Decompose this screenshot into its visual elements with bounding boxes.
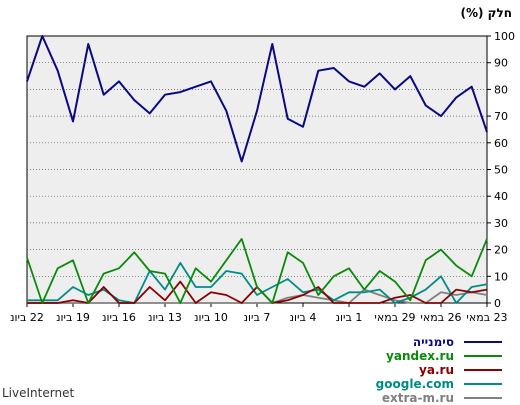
- x-tick-label: 29 במאי: [374, 311, 415, 324]
- y-tick-label: 90: [494, 57, 508, 70]
- legend-item: yandex.ru: [206, 349, 506, 363]
- legend-item: סימנייה: [206, 335, 506, 349]
- y-axis-title: חלק (%): [460, 6, 512, 20]
- y-tick-label: 100: [494, 30, 515, 43]
- x-tick-label: 10 ביונ: [194, 311, 228, 324]
- x-tick-label: 16 ביונ: [102, 311, 136, 324]
- series-line-4: [27, 288, 488, 304]
- legend-label: סימנייה: [412, 335, 454, 349]
- x-tick-label: 26 במאי: [420, 311, 461, 324]
- legend-label: yandex.ru: [386, 349, 454, 363]
- x-tick-label: 13 ביונ: [148, 311, 182, 324]
- x-tick-label: 22 ביונ: [10, 311, 44, 324]
- legend-label: extra-m.ru: [381, 391, 454, 405]
- x-tick-label: 1 ביונ: [336, 311, 363, 324]
- legend: סימנייה yandex.ru ya.ru google.com extra-m.r…: [206, 335, 506, 405]
- y-tick-label: 80: [494, 83, 508, 96]
- y-tick-label: 10: [494, 270, 508, 283]
- legend-item: google.com: [206, 377, 506, 391]
- x-tick-label: 19 ביונ: [56, 311, 90, 324]
- x-tick-label: 4 ביונ: [290, 311, 317, 324]
- legend-item: ya.ru: [206, 363, 506, 377]
- legend-item: extra-m.ru: [206, 391, 506, 405]
- series-line-0: [26, 35, 488, 163]
- legend-swatch: [464, 397, 502, 399]
- y-tick-label: 50: [494, 164, 508, 177]
- legend-swatch: [464, 355, 502, 357]
- legend-swatch: [464, 341, 502, 343]
- legend-swatch: [464, 383, 502, 385]
- y-tick-label: 30: [494, 217, 508, 230]
- x-tick-label: 7 ביונ: [244, 311, 271, 324]
- plot-area: [26, 35, 488, 304]
- legend-label: ya.ru: [419, 363, 454, 377]
- y-tick-label: 0: [494, 297, 501, 310]
- series-line-3: [27, 261, 488, 304]
- legend-swatch: [464, 369, 502, 371]
- y-tick-label: 20: [494, 244, 508, 257]
- y-tick-label: 60: [494, 137, 508, 150]
- watermark: LiveInternet: [2, 386, 75, 400]
- legend-label: google.com: [375, 377, 454, 391]
- series-line-1: [26, 237, 488, 304]
- y-tick-label: 40: [494, 190, 508, 203]
- y-tick-label: 70: [494, 110, 508, 123]
- x-tick-label: 23 במאי: [466, 311, 507, 324]
